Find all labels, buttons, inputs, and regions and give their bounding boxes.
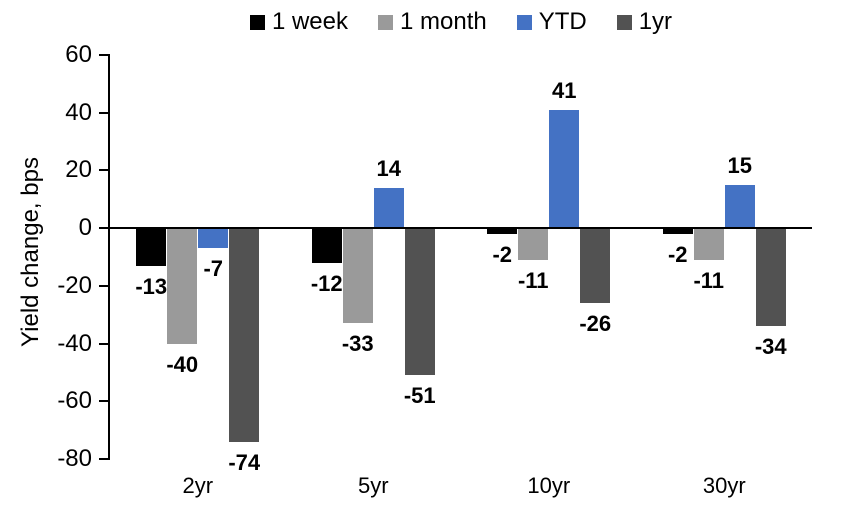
data-label-1-week-2yr: -13 xyxy=(135,273,168,299)
legend-label: 1 week xyxy=(271,8,348,35)
data-label-1-month-5yr: -33 xyxy=(341,331,374,357)
data-label-1yr-5yr: -51 xyxy=(403,383,436,409)
data-label-1-month-10yr: -11 xyxy=(517,267,549,293)
y-tick-label-0: 0 xyxy=(78,214,92,242)
bar-1-week-10yr xyxy=(487,228,518,234)
bar-ytd-10yr xyxy=(549,109,580,229)
bar-1-month-5yr xyxy=(342,228,373,324)
legend-label: 1yr xyxy=(638,8,673,35)
category-label-10yr: 10yr xyxy=(527,473,571,498)
y-tick-mark xyxy=(99,342,108,345)
y-tick-mark xyxy=(99,284,108,287)
y-tick-label-60: 60 xyxy=(65,41,92,68)
y-tick-mark xyxy=(99,458,108,460)
y-tick-mark xyxy=(99,111,108,114)
y-tick-mark xyxy=(99,227,108,230)
data-label-ytd-10yr: 41 xyxy=(552,77,577,103)
bar-1-week-2yr xyxy=(136,228,167,266)
data-label-1yr-10yr: -26 xyxy=(579,311,612,337)
bar-1yr-30yr xyxy=(755,228,786,327)
y-tick-label--40: -40 xyxy=(57,329,92,357)
bar-ytd-2yr xyxy=(198,228,229,249)
bar-ytd-5yr xyxy=(373,187,404,229)
y-tick-label--20: -20 xyxy=(57,271,92,299)
legend-item-1-month: 1 month xyxy=(377,8,487,36)
y-tick-mark xyxy=(99,54,108,56)
y-tick-mark xyxy=(99,169,108,172)
data-label-1-month-2yr: -40 xyxy=(166,351,199,377)
data-label-1-week-5yr: -12 xyxy=(310,270,343,296)
legend-swatch-icon xyxy=(249,14,265,30)
category-label-30yr: 30yr xyxy=(702,473,746,498)
chart-legend: 1 week 1 month YTD 1yr xyxy=(110,6,812,38)
category-label-2yr: 2yr xyxy=(182,473,214,498)
bar-ytd-30yr xyxy=(724,184,755,229)
legend-item-ytd: YTD xyxy=(516,8,587,36)
x-axis-zero-line xyxy=(108,227,812,230)
y-tick-mark xyxy=(99,400,108,403)
bar-1-week-5yr xyxy=(311,228,342,263)
legend-swatch-icon xyxy=(377,14,393,30)
data-label-ytd-30yr: 15 xyxy=(727,152,752,178)
data-label-1-week-10yr: -2 xyxy=(492,241,513,267)
y-tick-label-20: 20 xyxy=(65,156,92,184)
category-label-5yr: 5yr xyxy=(357,473,389,498)
bar-1yr-10yr xyxy=(580,228,611,304)
bar-1-month-30yr xyxy=(693,228,724,260)
data-label-ytd-2yr: -7 xyxy=(203,256,224,282)
legend-label: YTD xyxy=(538,8,587,35)
legend-item-1-week: 1 week xyxy=(249,8,348,36)
bar-1-week-30yr xyxy=(662,228,693,234)
data-label-1-week-30yr: -2 xyxy=(667,241,688,267)
legend-swatch-icon xyxy=(616,14,632,30)
data-label-ytd-5yr: 14 xyxy=(376,155,401,181)
legend-item-1yr: 1yr xyxy=(616,8,673,36)
y-axis-line xyxy=(108,54,110,460)
y-tick-label--60: -60 xyxy=(57,387,92,415)
data-label-1yr-2yr: -74 xyxy=(228,449,261,475)
data-label-1-month-30yr: -11 xyxy=(693,267,725,293)
y-tick-label--80: -80 xyxy=(57,445,92,472)
legend-label: 1 month xyxy=(399,8,487,35)
bar-1yr-5yr xyxy=(404,228,435,376)
bar-1yr-2yr xyxy=(229,228,260,442)
legend-swatch-icon xyxy=(516,14,532,30)
y-tick-label-40: 40 xyxy=(65,98,92,126)
bar-1-month-2yr xyxy=(167,228,198,344)
bar-1-month-10yr xyxy=(518,228,549,260)
data-label-1yr-30yr: -34 xyxy=(754,334,787,360)
